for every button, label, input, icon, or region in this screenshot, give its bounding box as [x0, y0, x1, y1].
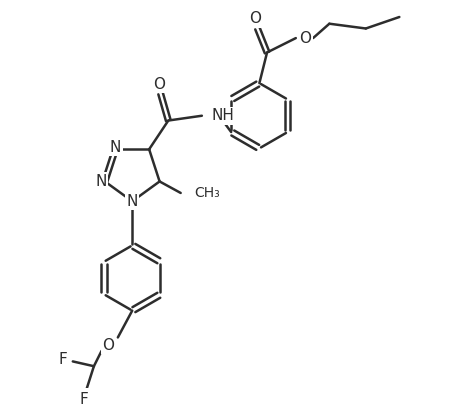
Text: N: N	[110, 140, 121, 155]
Text: F: F	[59, 352, 68, 367]
Text: O: O	[102, 338, 114, 353]
Text: O: O	[153, 77, 165, 92]
Text: CH₃: CH₃	[194, 186, 220, 200]
Text: NH: NH	[212, 108, 234, 123]
Text: N: N	[95, 174, 107, 189]
Text: O: O	[299, 31, 311, 46]
Text: N: N	[127, 194, 138, 209]
Text: F: F	[80, 392, 89, 405]
Text: O: O	[249, 11, 261, 26]
